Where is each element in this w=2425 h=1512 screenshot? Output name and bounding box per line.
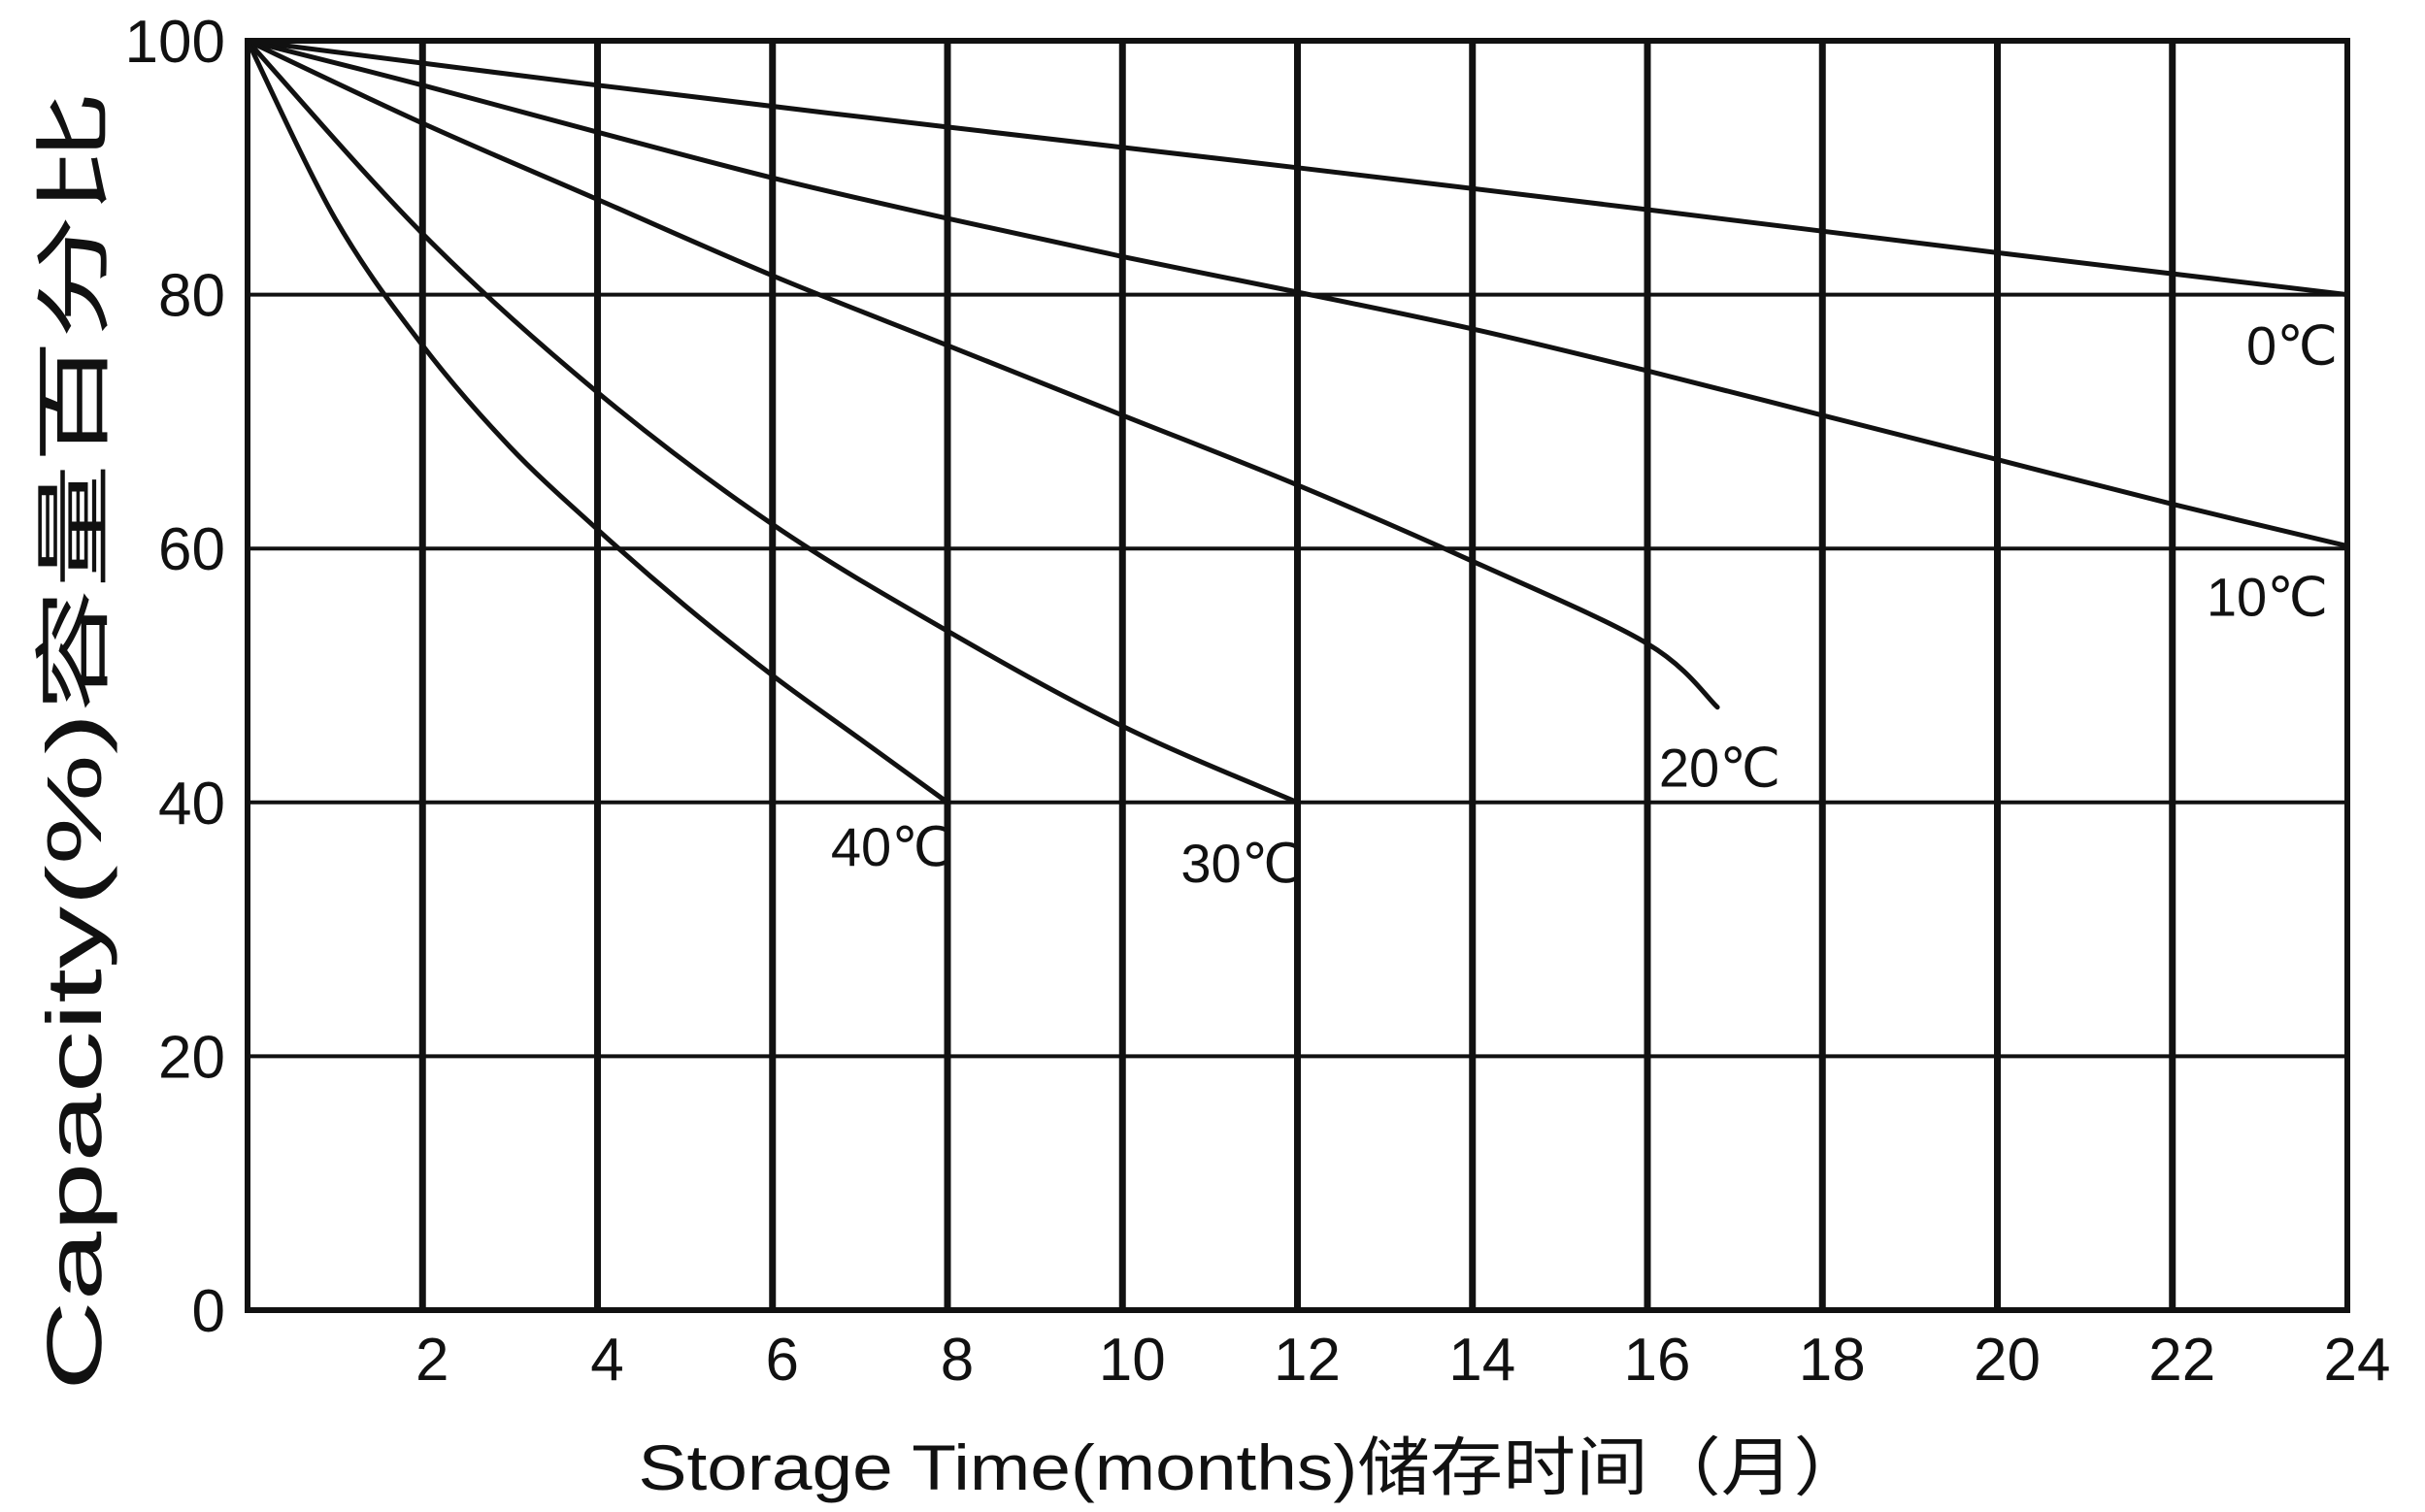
series-2-line — [245, 38, 1720, 710]
y-axis-title: Capacity(%)容量百分比 — [31, 90, 117, 1391]
x-tick-label-16: 16 — [1624, 1327, 1691, 1394]
x-tick-label-20: 20 — [1974, 1327, 2041, 1394]
y-tick-label-60: 60 — [158, 516, 225, 583]
x-tick-label-4: 4 — [590, 1327, 623, 1394]
series-2-label: 20℃ — [1659, 738, 1780, 799]
y-tick-label-40: 40 — [158, 771, 225, 838]
x-tick-label-14: 14 — [1448, 1327, 1515, 1394]
series-1-label: 10℃ — [2207, 567, 2328, 628]
x-tick-label-2: 2 — [415, 1327, 448, 1394]
series-3-line — [245, 38, 1300, 805]
y-tick-label-80: 80 — [158, 263, 225, 330]
series-3-label: 30℃ — [1180, 833, 1302, 894]
plot-frame — [245, 38, 2350, 1313]
x-tick-label-22: 22 — [2148, 1327, 2215, 1394]
series-4-label: 40℃ — [831, 816, 952, 877]
series-labels: 0℃ 10℃ 20℃ 30℃ 40℃ — [831, 315, 2338, 894]
series-lines — [245, 38, 2350, 805]
x-tick-label-12: 12 — [1274, 1327, 1341, 1394]
series-0-line — [245, 38, 2350, 298]
y-tick-label-20: 20 — [158, 1024, 225, 1091]
plot-frame-border — [245, 38, 2350, 1313]
x-tick-label-10: 10 — [1099, 1327, 1166, 1394]
series-0-label: 0℃ — [2246, 315, 2338, 377]
grid — [248, 41, 2347, 1310]
x-tick-label-24: 24 — [2324, 1327, 2391, 1394]
y-tick-label-0: 0 — [192, 1278, 225, 1345]
series-1-line — [245, 38, 2350, 549]
y-tick-label-100: 100 — [125, 9, 225, 76]
x-tick-label-8: 8 — [941, 1327, 974, 1394]
series-4-line — [245, 38, 950, 805]
x-axis-title: Storage Time(months)储存时间（月） — [639, 1431, 1867, 1503]
x-tick-label-18: 18 — [1799, 1327, 1866, 1394]
x-tick-label-6: 6 — [766, 1327, 799, 1394]
